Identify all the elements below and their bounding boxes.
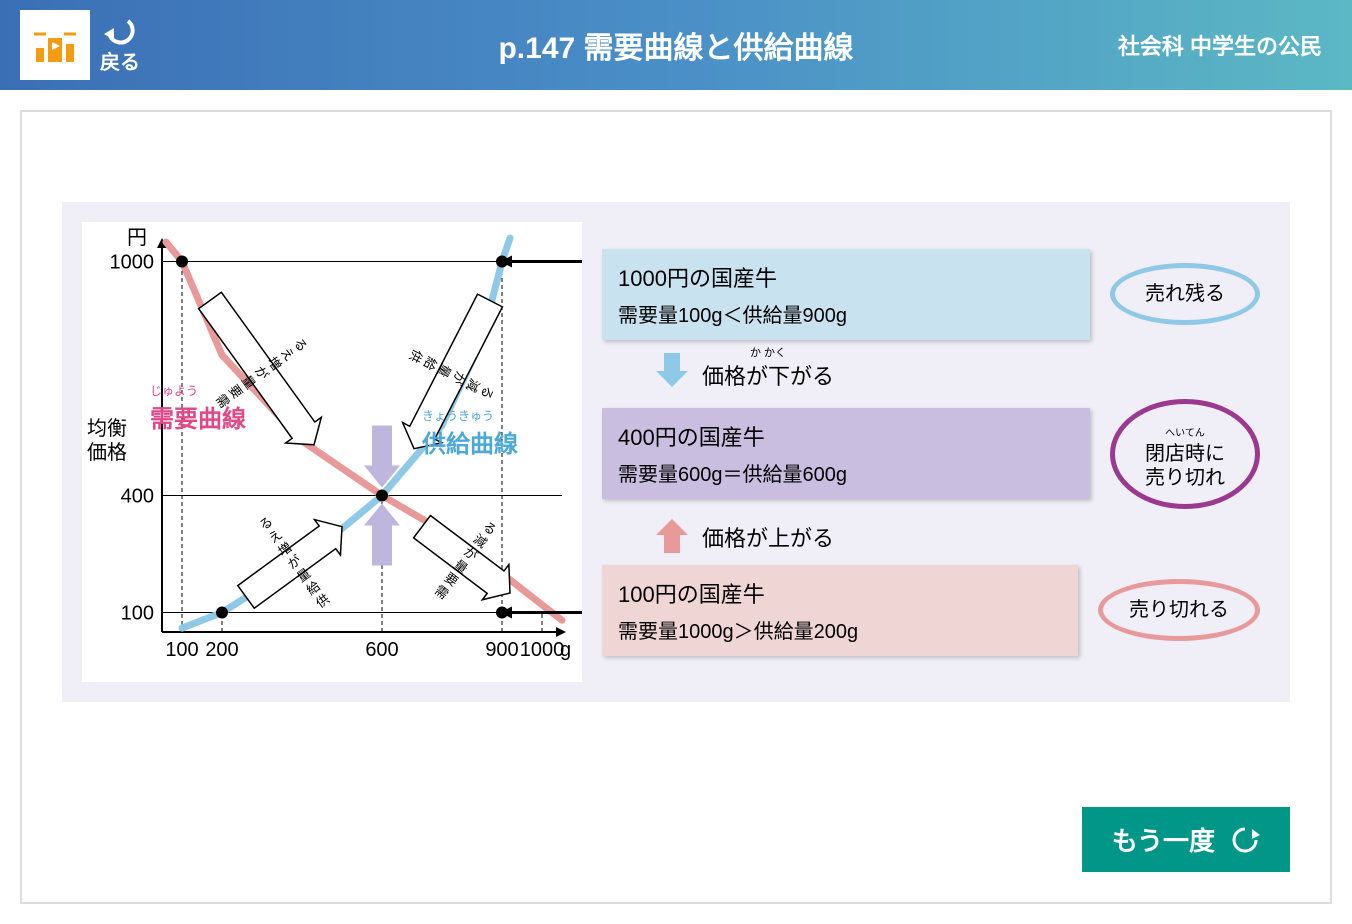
info-box-shortage: 100円の国産牛 需要量1000g＞供給量200g	[602, 565, 1078, 656]
svg-text:400: 400	[121, 486, 154, 508]
supply-curve-label: きょうきゅう 供給曲線	[422, 407, 518, 459]
svg-text:100: 100	[165, 639, 198, 661]
replay-label: もう一度	[1112, 821, 1215, 858]
badge-surplus: 売れ残る	[1110, 263, 1260, 325]
transition-down: か かく 価格が下がる	[602, 348, 1260, 391]
replay-button[interactable]: もう一度	[1082, 807, 1290, 872]
back-button[interactable]: 戻る	[100, 16, 140, 75]
info-row-2: 400円の国産牛 需要量600g＝供給量600g へいてん 閉店時に 売り切れ	[602, 399, 1260, 509]
supply-demand-chart: 10040010001002006009001000円g需要量が増える供給量が減…	[82, 222, 582, 682]
subject-label: 社会科 中学生の公民	[1118, 29, 1322, 61]
info-sub-1: 需要量100g＜供給量900g	[618, 299, 1074, 328]
logo	[20, 10, 90, 80]
info-box-surplus: 1000円の国産牛 需要量100g＜供給量900g	[602, 249, 1090, 340]
down-arrow-icon	[652, 349, 692, 389]
info-title-2: 400円の国産牛	[618, 420, 1074, 452]
info-title-3: 100円の国産牛	[618, 577, 1062, 609]
svg-text:円: 円	[127, 227, 147, 249]
back-arrow-icon	[100, 16, 140, 46]
svg-text:g: g	[560, 639, 571, 661]
equilibrium-price-label: 均衡価格	[87, 417, 127, 465]
replay-icon	[1230, 825, 1260, 855]
diagram-container: 10040010001002006009001000円g需要量が増える供給量が減…	[62, 202, 1290, 702]
badge-shortage: 売り切れる	[1098, 579, 1260, 641]
logo-icon	[30, 20, 80, 70]
up-arrow-icon	[652, 517, 692, 557]
info-column: 1000円の国産牛 需要量100g＜供給量900g 売れ残る か かく	[602, 249, 1260, 656]
svg-text:600: 600	[365, 639, 398, 661]
info-sub-3: 需要量1000g＞供給量200g	[618, 615, 1062, 644]
back-label: 戻る	[100, 46, 140, 75]
price-up-label: 価格が上がる	[702, 521, 834, 553]
badge-equilibrium: へいてん 閉店時に 売り切れ	[1110, 399, 1260, 509]
page-title: p.147 需要曲線と供給曲線	[498, 23, 853, 67]
info-box-equilibrium: 400円の国産牛 需要量600g＝供給量600g	[602, 408, 1090, 499]
svg-text:1000: 1000	[520, 639, 565, 661]
header-bar: 戻る p.147 需要曲線と供給曲線 社会科 中学生の公民	[0, 0, 1352, 90]
transition-up: 価格が上がる	[602, 517, 1260, 557]
svg-text:1000: 1000	[110, 252, 155, 274]
app-root: 戻る p.147 需要曲線と供給曲線 社会科 中学生の公民 100 400 1000…	[0, 0, 1352, 924]
price-down-label: か かく 価格が下がる	[702, 348, 834, 391]
info-row-3: 100円の国産牛 需要量1000g＞供給量200g 売り切れる	[602, 565, 1260, 656]
info-row-1: 1000円の国産牛 需要量100g＜供給量900g 売れ残る	[602, 249, 1260, 340]
svg-text:100: 100	[121, 603, 154, 625]
demand-curve-label: じゅよう 需要曲線	[150, 382, 246, 434]
content-inner: 10040010001002006009001000円g需要量が増える供給量が減…	[20, 110, 1332, 904]
content-area: 10040010001002006009001000円g需要量が増える供給量が減…	[0, 90, 1352, 924]
info-title-1: 1000円の国産牛	[618, 261, 1074, 293]
info-sub-2: 需要量600g＝供給量600g	[618, 458, 1074, 487]
svg-text:200: 200	[205, 639, 238, 661]
svg-text:900: 900	[485, 639, 518, 661]
